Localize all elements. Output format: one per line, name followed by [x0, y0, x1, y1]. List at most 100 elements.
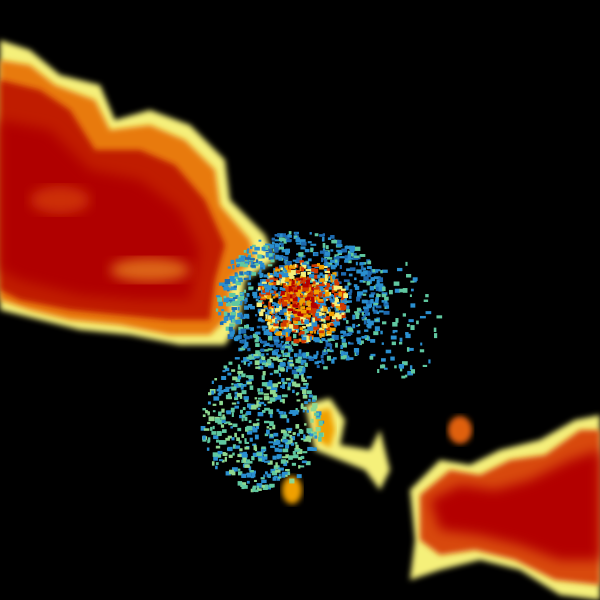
echo-speck	[290, 282, 296, 288]
echo-speck	[246, 249, 249, 254]
echo-speck	[292, 300, 298, 304]
echo-speck	[282, 448, 289, 453]
echo-speck	[337, 311, 342, 315]
echo-speck	[323, 281, 328, 286]
echo-speck	[338, 256, 345, 259]
echo-speck	[214, 418, 221, 423]
echo-speck	[265, 307, 268, 310]
echo-speck	[241, 433, 245, 438]
echo-speck	[390, 335, 397, 340]
echo-speck	[282, 456, 287, 459]
echo-speck	[228, 283, 231, 286]
echo-speck	[267, 294, 272, 300]
echo-speck	[302, 287, 309, 292]
echo-speck	[269, 421, 274, 427]
echo-speck	[292, 432, 296, 436]
echo-speck	[237, 468, 241, 471]
echo-speck	[310, 243, 317, 246]
echo-speck	[299, 283, 302, 288]
echo-speck	[231, 412, 234, 418]
echo-speck	[349, 282, 352, 286]
echo-speck	[225, 437, 230, 441]
echo-speck	[247, 403, 252, 408]
echo-speck	[282, 328, 287, 333]
echo-speck	[313, 318, 317, 321]
echo-speck	[286, 326, 293, 332]
echo-speck	[303, 437, 309, 442]
echo-speck	[256, 483, 263, 488]
echo-speck	[283, 285, 287, 288]
echo-speck	[215, 465, 218, 470]
echo-speck	[375, 299, 379, 304]
echo-speck	[261, 362, 266, 366]
echo-speck	[315, 426, 321, 432]
echo-speck	[379, 310, 384, 313]
echo-speck	[296, 257, 302, 263]
echo-speck	[362, 313, 366, 318]
echo-speck	[366, 274, 371, 278]
echo-speck	[344, 285, 349, 291]
echo-speck	[316, 332, 321, 335]
echo-speck	[218, 391, 221, 397]
echo-speck	[331, 290, 335, 294]
echo-speck	[261, 410, 266, 413]
echo-speck	[210, 426, 213, 431]
echo-speck	[363, 267, 366, 270]
echo-speck	[282, 436, 287, 440]
echo-speck	[213, 435, 219, 440]
echo-speck	[312, 308, 317, 311]
echo-speck	[330, 264, 336, 270]
echo-speck	[290, 438, 293, 444]
echo-speck	[307, 258, 312, 262]
echo-speck	[366, 318, 371, 324]
echo-speck	[269, 332, 273, 337]
echo-speck	[211, 380, 214, 384]
echo-speck	[335, 308, 340, 311]
echo-speck	[299, 300, 302, 304]
echo-speck	[285, 332, 288, 338]
echo-speck	[289, 434, 293, 439]
echo-speck	[232, 296, 237, 300]
echo-speck	[244, 438, 247, 443]
echo-speck	[230, 259, 235, 265]
echo-speck	[220, 389, 224, 394]
echo-speck	[293, 339, 300, 344]
echo-speck	[330, 323, 334, 326]
echo-speck	[237, 297, 241, 301]
echo-speck	[331, 304, 335, 308]
echo-speck	[367, 260, 372, 265]
echo-speck	[257, 309, 261, 314]
echo-speck	[321, 337, 326, 342]
echo-speck	[326, 295, 332, 299]
echo-speck	[261, 479, 267, 484]
echo-speck	[240, 328, 247, 334]
echo-speck	[324, 286, 329, 290]
echo-speck	[423, 299, 429, 302]
echo-speck	[383, 302, 389, 307]
echo-speck	[268, 301, 271, 307]
echo-speck	[290, 314, 295, 318]
echo-speck	[307, 266, 312, 270]
echo-speck	[348, 342, 354, 345]
echo-speck	[373, 331, 379, 336]
echo-speck	[238, 326, 244, 331]
echo-speck	[258, 261, 263, 265]
echo-speck	[267, 309, 272, 313]
echo-speck	[276, 331, 282, 336]
echo-speck	[221, 320, 227, 324]
echo-speck	[252, 423, 259, 427]
echo-speck	[321, 351, 327, 355]
echo-speck	[289, 234, 292, 238]
echo-speck	[260, 477, 265, 480]
echo-speck	[218, 459, 223, 462]
echo-speck	[425, 294, 429, 298]
echo-speck	[268, 275, 273, 278]
echo-speck	[275, 293, 279, 297]
echo-speck	[270, 387, 275, 392]
echo-speck	[390, 356, 395, 361]
echo-speck	[269, 306, 272, 310]
echo-speck	[261, 484, 266, 488]
echo-speck	[314, 324, 320, 330]
echo-speck	[243, 249, 247, 253]
echo-speck	[286, 418, 290, 423]
